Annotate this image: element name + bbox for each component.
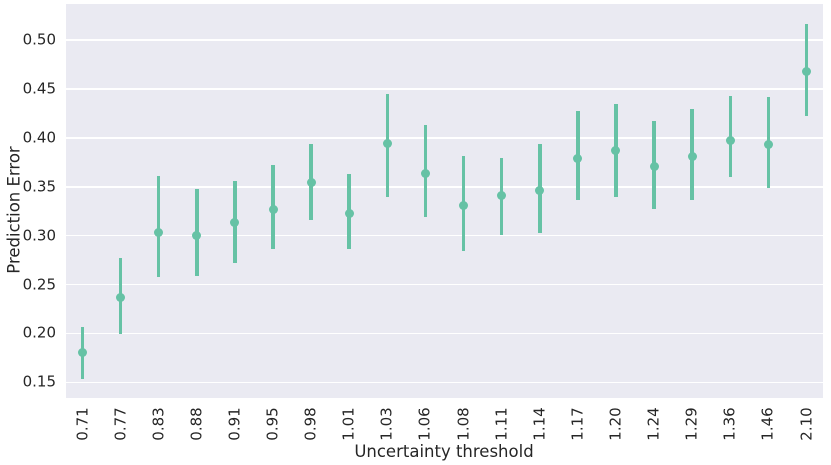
- data-point-marker: [382, 139, 392, 149]
- data-point-marker: [687, 152, 697, 162]
- x-tick-label: 1.29: [682, 407, 701, 441]
- x-tick-label: 0.91: [225, 407, 244, 441]
- y-tick-label: 0.15: [22, 372, 56, 391]
- gridline: [66, 186, 823, 188]
- x-tick-label: 2.10: [797, 407, 815, 441]
- gridline: [66, 332, 823, 335]
- data-point-marker: [725, 136, 735, 146]
- data-point-marker: [763, 140, 773, 150]
- data-point-marker: [459, 200, 469, 210]
- data-point-marker: [802, 66, 811, 76]
- data-point-marker: [192, 231, 202, 241]
- data-point-marker: [611, 146, 621, 156]
- gridline: [66, 39, 823, 41]
- x-tick-label: 1.01: [339, 407, 358, 441]
- y-tick-label: 0.40: [22, 128, 56, 147]
- x-tick-label: 1.14: [530, 407, 549, 441]
- gridline: [66, 283, 823, 286]
- data-point-marker: [420, 168, 430, 178]
- data-point-marker: [306, 178, 316, 188]
- y-axis-title: Prediction Error: [4, 146, 24, 274]
- x-tick-label: 1.11: [492, 407, 511, 441]
- y-tick-label: 0.35: [22, 177, 56, 196]
- x-tick-label: 0.71: [73, 407, 91, 441]
- x-tick-label: 0.95: [263, 407, 282, 441]
- data-point-marker: [78, 347, 87, 357]
- x-tick-label: 1.06: [415, 407, 434, 441]
- gridline: [66, 137, 823, 139]
- data-point-marker: [344, 208, 354, 218]
- gridline: [66, 234, 823, 237]
- y-tick-label: 0.30: [22, 226, 56, 245]
- x-tick-label: 1.03: [377, 407, 396, 441]
- error-bar: [156, 176, 161, 277]
- x-tick-label: 1.46: [758, 407, 777, 441]
- x-axis-title: Uncertainty threshold: [354, 442, 534, 461]
- y-tick-label: 0.25: [22, 275, 56, 294]
- data-point-marker: [230, 218, 240, 228]
- gridline: [66, 88, 823, 90]
- gridline: [66, 381, 823, 384]
- y-tick-label: 0.50: [22, 30, 56, 49]
- data-point-marker: [154, 228, 164, 238]
- data-point-marker: [497, 191, 507, 201]
- x-tick-label: 1.36: [720, 407, 739, 441]
- y-tick-label: 0.45: [22, 79, 56, 98]
- data-point-marker: [649, 161, 659, 171]
- x-tick-label: 1.24: [644, 407, 663, 441]
- x-tick-label: 0.88: [187, 407, 206, 441]
- x-tick-label: 1.17: [568, 407, 587, 441]
- x-tick-label: 1.08: [454, 407, 473, 441]
- x-tick-label: 1.20: [606, 407, 625, 441]
- x-tick-label: 0.83: [149, 407, 168, 441]
- x-tick-label: 0.77: [111, 407, 130, 441]
- data-point-marker: [268, 204, 278, 214]
- data-point-marker: [573, 153, 583, 163]
- data-point-marker: [535, 186, 545, 196]
- data-point-marker: [116, 292, 126, 302]
- plot-area: [66, 4, 823, 398]
- x-tick-label: 0.98: [301, 407, 320, 441]
- y-tick-label: 0.20: [22, 323, 56, 342]
